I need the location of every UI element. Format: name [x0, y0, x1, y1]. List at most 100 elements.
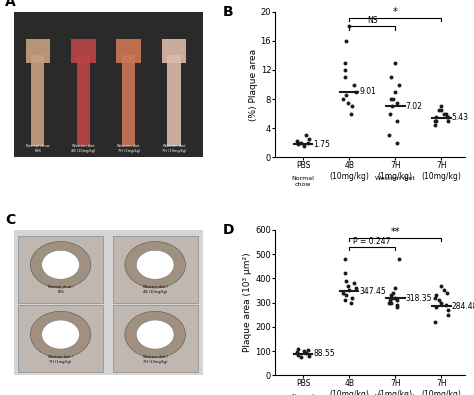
Point — [387, 292, 394, 299]
Text: Western diet: Western diet — [375, 176, 415, 181]
Text: Western diet /
7H (1mg/kg): Western diet / 7H (1mg/kg) — [48, 355, 73, 364]
Text: Normal
chow: Normal chow — [292, 176, 314, 187]
Point — [305, 353, 313, 359]
Point — [343, 38, 350, 44]
Text: 88.55: 88.55 — [313, 349, 335, 358]
Point — [432, 118, 440, 124]
Point — [390, 290, 397, 296]
Point — [343, 292, 350, 299]
Point — [298, 354, 305, 360]
Point — [293, 138, 301, 145]
Point — [443, 114, 451, 120]
Circle shape — [136, 250, 174, 279]
Point — [444, 114, 452, 120]
Text: 7.02: 7.02 — [405, 102, 422, 111]
Text: Western diet: Western diet — [375, 394, 415, 395]
Point — [440, 287, 448, 293]
Point — [346, 287, 353, 293]
Text: 284.48: 284.48 — [452, 302, 474, 311]
Point — [437, 282, 445, 289]
Text: Normal
chow: Normal chow — [292, 394, 314, 395]
Point — [390, 96, 397, 102]
Point — [435, 107, 443, 113]
Point — [345, 282, 352, 289]
Point — [395, 256, 403, 262]
Point — [393, 100, 401, 106]
FancyBboxPatch shape — [113, 236, 198, 303]
Point — [393, 297, 401, 303]
FancyBboxPatch shape — [167, 55, 181, 146]
Point — [392, 60, 399, 66]
Point — [435, 297, 443, 303]
FancyBboxPatch shape — [71, 40, 96, 63]
Point — [345, 100, 352, 106]
Point — [444, 307, 452, 313]
Point — [385, 299, 393, 306]
Text: C: C — [5, 213, 15, 227]
Point — [294, 352, 302, 358]
Text: 5.43: 5.43 — [452, 113, 469, 122]
Point — [339, 96, 346, 102]
Point — [343, 278, 350, 284]
Circle shape — [42, 250, 80, 279]
Point — [301, 348, 308, 354]
Y-axis label: (%) Plaque area: (%) Plaque area — [249, 49, 258, 120]
Point — [432, 114, 440, 120]
Circle shape — [125, 311, 185, 358]
Text: 1.75: 1.75 — [313, 140, 330, 149]
Point — [298, 139, 305, 146]
Point — [432, 292, 440, 299]
Point — [352, 285, 359, 291]
Text: D: D — [222, 223, 234, 237]
Point — [304, 140, 312, 147]
Point — [347, 299, 355, 306]
Point — [444, 118, 451, 124]
Text: Western diet /
4B (10mg/kg): Western diet / 4B (10mg/kg) — [143, 285, 168, 294]
FancyBboxPatch shape — [31, 55, 45, 146]
Point — [347, 111, 355, 117]
Point — [341, 256, 348, 262]
Text: P = 0.247: P = 0.247 — [354, 237, 391, 246]
FancyBboxPatch shape — [162, 40, 186, 63]
Point — [302, 132, 310, 139]
Point — [437, 103, 445, 109]
Point — [438, 299, 445, 306]
Point — [341, 67, 348, 73]
Point — [294, 346, 302, 352]
Point — [348, 103, 356, 109]
Circle shape — [125, 241, 185, 288]
Text: 347.45: 347.45 — [359, 287, 386, 295]
Point — [304, 347, 312, 353]
Point — [395, 81, 403, 88]
Point — [302, 350, 310, 357]
Text: NS: NS — [367, 16, 377, 25]
Point — [294, 141, 302, 147]
Point — [341, 297, 348, 303]
Point — [440, 111, 448, 117]
Point — [350, 280, 357, 286]
Circle shape — [136, 320, 174, 349]
Point — [301, 143, 308, 149]
Text: Normal chow /
PBS: Normal chow / PBS — [48, 285, 73, 294]
Point — [391, 285, 399, 291]
Point — [431, 118, 439, 124]
Text: Western diet
4B (10mg/kg): Western diet 4B (10mg/kg) — [71, 144, 95, 153]
Point — [386, 297, 394, 303]
Point — [385, 132, 393, 139]
Point — [393, 139, 401, 146]
Text: 9.01: 9.01 — [359, 87, 376, 96]
Point — [432, 304, 440, 310]
Point — [392, 295, 399, 301]
Text: Western diet /
7H (10mg/kg): Western diet / 7H (10mg/kg) — [143, 355, 168, 364]
Point — [393, 302, 401, 308]
FancyBboxPatch shape — [18, 236, 103, 303]
Y-axis label: Plaque area (10³ μm²): Plaque area (10³ μm²) — [244, 253, 253, 352]
Text: Western diet
7H (10mg/kg): Western diet 7H (10mg/kg) — [162, 144, 186, 153]
Point — [432, 319, 439, 325]
Point — [387, 299, 395, 306]
Text: Normal chow
PBS: Normal chow PBS — [26, 144, 50, 153]
Point — [389, 295, 396, 301]
Point — [442, 302, 449, 308]
Circle shape — [30, 241, 91, 288]
Point — [442, 111, 449, 117]
